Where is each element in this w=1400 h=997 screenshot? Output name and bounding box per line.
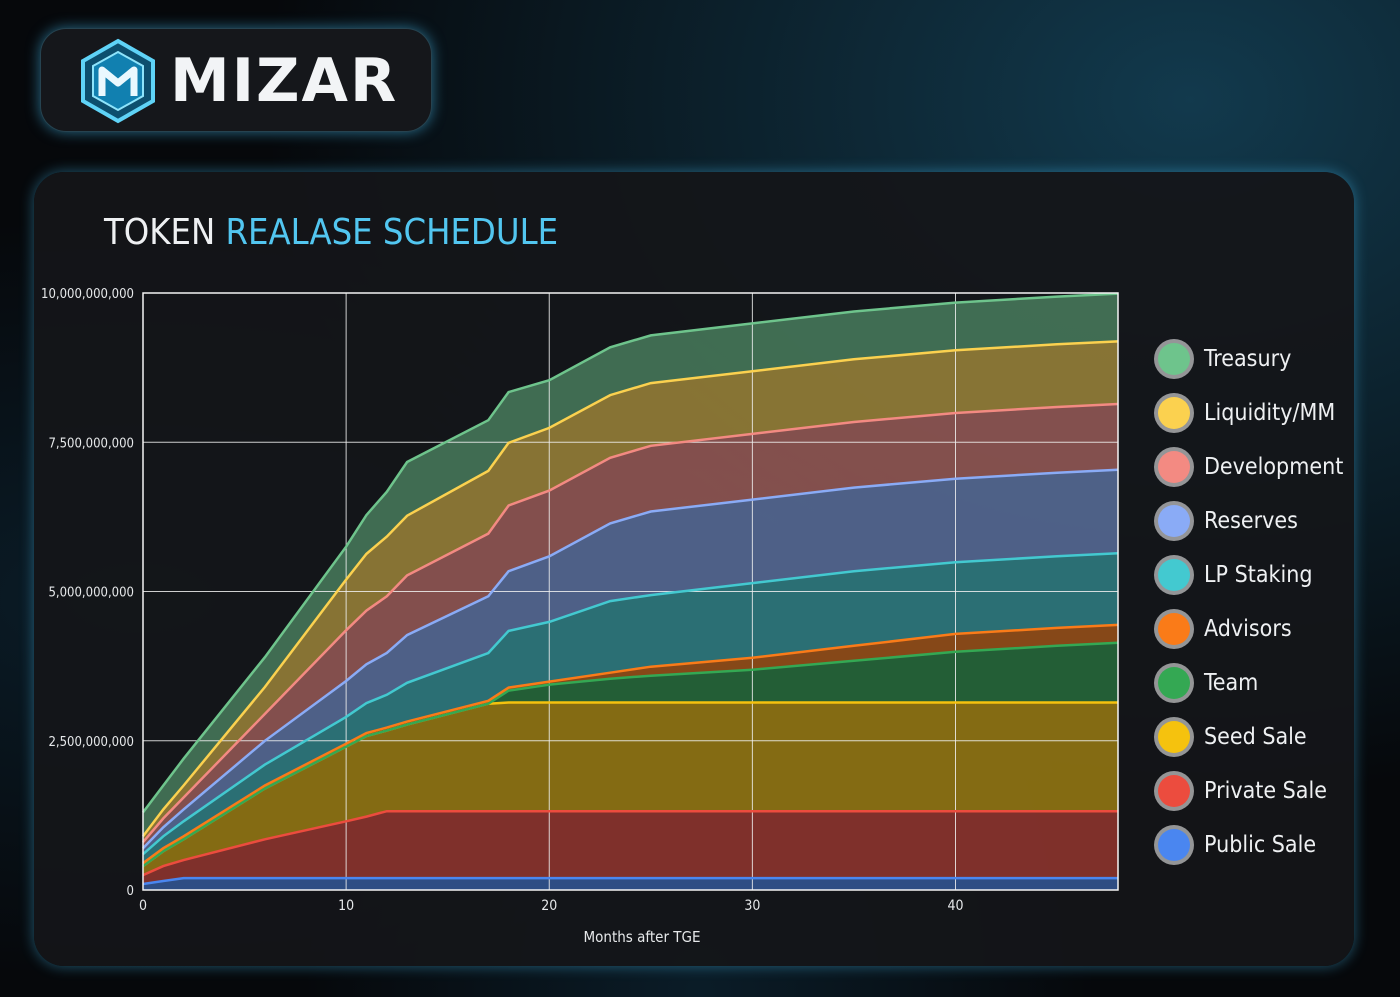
plot-frame (142, 292, 1119, 891)
line-reserves (142, 468, 1119, 850)
legend-swatch (1158, 829, 1190, 861)
legend-label: Reserves (1204, 508, 1298, 534)
y-tick-label: 0 (127, 884, 134, 899)
area-treasury (143, 293, 1118, 837)
line-development (142, 402, 1119, 844)
legend-label: Seed Sale (1204, 724, 1307, 750)
brand-logo-box: MIZAR (40, 28, 432, 132)
legend-item: Liquidity/MM (1154, 386, 1343, 440)
mizar-logo-icon (81, 38, 155, 124)
chart-title-part2: REALASE SCHEDULE (225, 212, 559, 253)
legend-label: Public Sale (1204, 832, 1317, 858)
area-development (143, 404, 1118, 849)
y-tick-label: 10,000,000,000 (41, 287, 134, 302)
line-lp-staking (142, 552, 1119, 856)
legend-swatch (1158, 775, 1190, 807)
area-public-sale (143, 878, 1118, 890)
legend-item: Advisors (1154, 602, 1343, 656)
brand-name: MIZAR (170, 46, 399, 116)
chart-title-part1: TOKEN (104, 212, 216, 253)
x-tick-label: 10 (338, 898, 354, 914)
legend-label: Private Sale (1204, 778, 1327, 804)
legend-label: Development (1204, 454, 1344, 480)
legend-label: Liquidity/MM (1204, 400, 1336, 426)
legend-item: LP Staking (1154, 548, 1343, 602)
legend-swatch (1158, 451, 1190, 483)
line-public-sale (142, 876, 1118, 886)
area-team (143, 642, 1118, 867)
x-tick-label: 30 (744, 898, 760, 914)
legend-swatch (1158, 667, 1190, 699)
x-tick-label: 20 (541, 898, 557, 914)
legend-label: Team (1204, 670, 1259, 696)
x-tick-label: 0 (139, 898, 147, 914)
legend-item: Treasury (1154, 332, 1343, 386)
x-axis-label: Months after TGE (583, 928, 700, 946)
legend-label: Advisors (1204, 616, 1292, 642)
area-private-sale (143, 811, 1118, 884)
x-tick-label: 40 (947, 898, 963, 914)
legend-item: Public Sale (1154, 818, 1343, 872)
legend-swatch (1158, 721, 1190, 753)
legend-item: Reserves (1154, 494, 1343, 548)
area-reserves (143, 469, 1118, 855)
area-lp-staking (143, 553, 1118, 864)
line-treasury (142, 292, 1119, 814)
legend-item: Team (1154, 656, 1343, 710)
legend-swatch (1158, 559, 1190, 591)
chart-axes: 10,000,000,000 7,500,000,000 5,000,000,000… (41, 287, 1119, 914)
area-seed-sale (143, 702, 1118, 876)
y-tick-label: 7,500,000,000 (48, 436, 134, 451)
line-team (142, 641, 1119, 868)
area-advisors (143, 624, 1118, 867)
legend-swatch (1158, 613, 1190, 645)
legend-swatch (1158, 397, 1190, 429)
series-lines (142, 292, 1119, 886)
legend-item: Development (1154, 440, 1343, 494)
area-layers (143, 293, 1118, 890)
legend-label: Treasury (1204, 346, 1292, 372)
line-advisors (142, 623, 1119, 865)
legend-swatch (1158, 505, 1190, 537)
y-tick-label: 2,500,000,000 (48, 735, 134, 750)
legend-swatch (1158, 343, 1190, 375)
line-private-sale (142, 809, 1118, 877)
chart-legend: Treasury Liquidity/MM Development Reserves L… (1154, 332, 1343, 872)
chart-title: TOKEN REALASE SCHEDULE (104, 212, 558, 253)
legend-label: LP Staking (1204, 562, 1313, 588)
line-liquidity-mm (142, 340, 1119, 838)
legend-item: Private Sale (1154, 764, 1343, 818)
legend-item: Seed Sale (1154, 710, 1343, 764)
y-tick-label: 5,000,000,000 (48, 586, 134, 601)
